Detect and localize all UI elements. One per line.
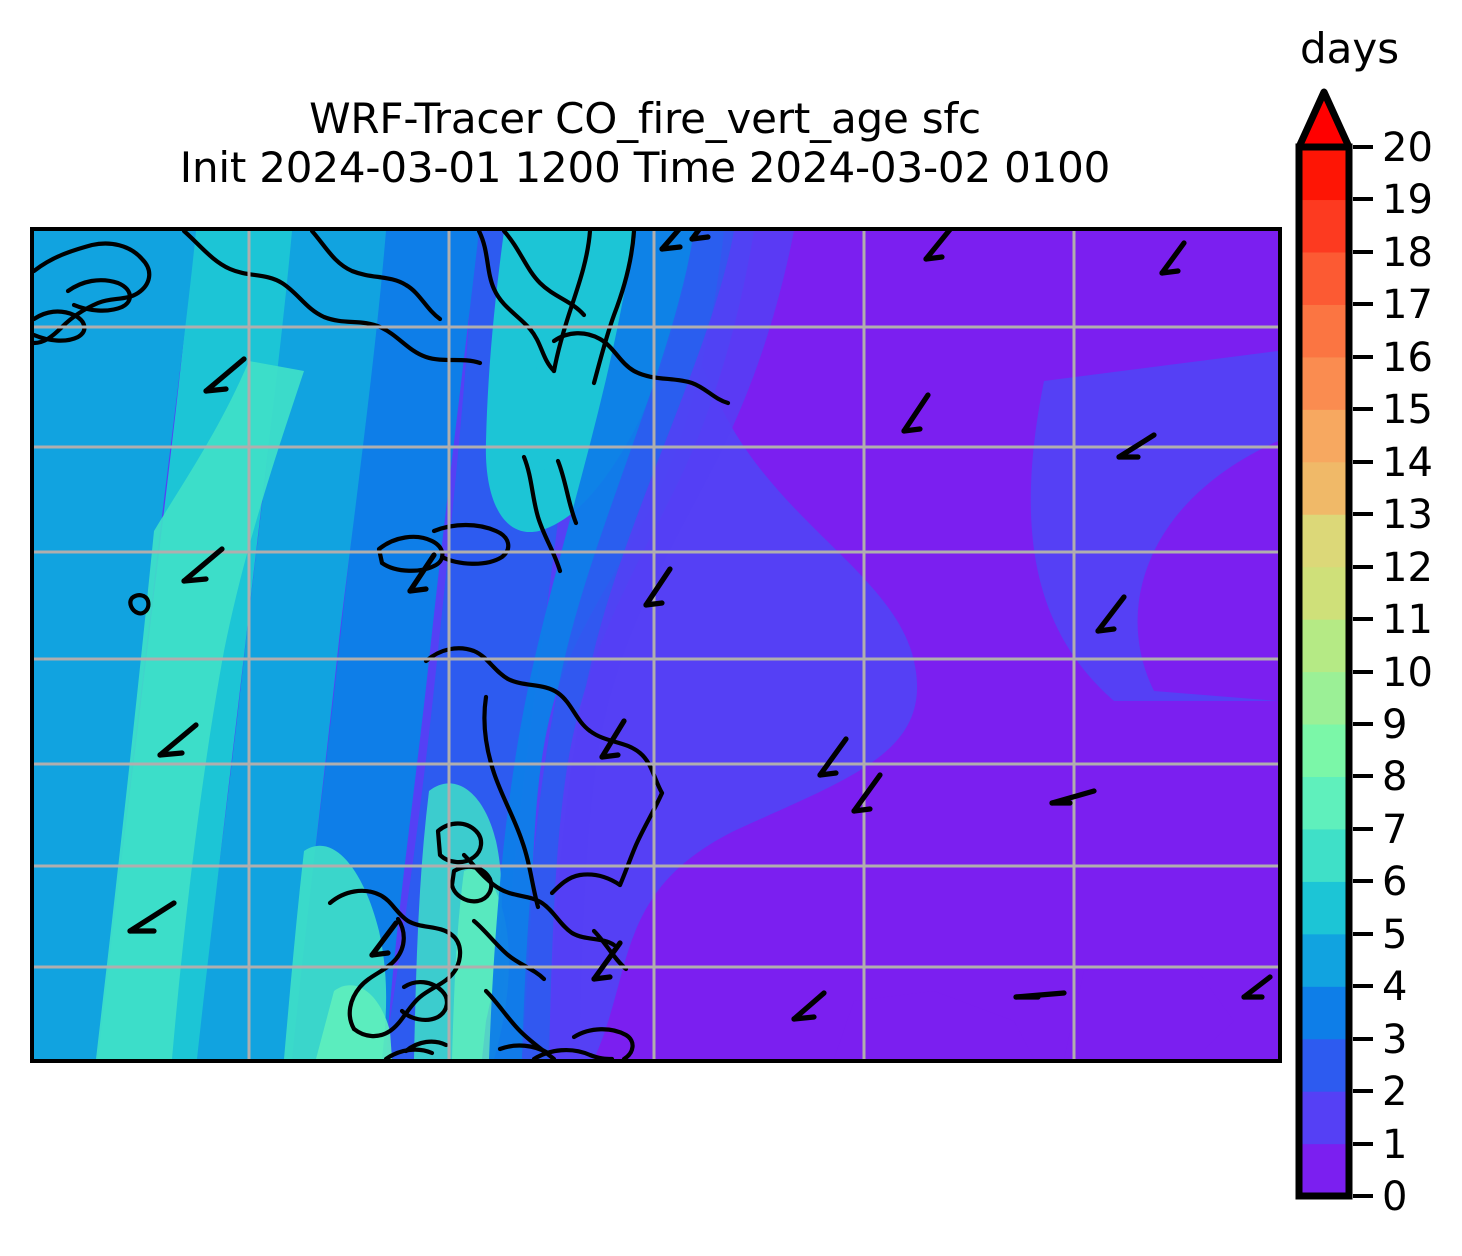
wind-barb: [591, 940, 623, 982]
wind-barb: [817, 736, 849, 778]
wind-barb: [407, 552, 437, 594]
colorbar-tick-mark: [1353, 1141, 1373, 1146]
colorbar-tick-mark: [1353, 249, 1373, 254]
wind-barb: [1095, 594, 1127, 634]
wind-barb: [689, 231, 711, 242]
colorbar-tick-mark: [1353, 1089, 1373, 1094]
colorbar-band: [1299, 199, 1349, 253]
colorbar-band: [1299, 514, 1349, 568]
wind-barb: [203, 356, 247, 394]
colorbar-tick-mark: [1353, 1194, 1373, 1198]
colorbar-band: [1299, 619, 1349, 673]
colorbar-tick-mark: [1353, 459, 1373, 464]
colorbar-band: [1299, 1091, 1349, 1145]
colorbar-tick-mark: [1353, 617, 1373, 622]
colorbar[interactable]: [1295, 88, 1353, 1200]
colorbar-tick-mark: [1353, 512, 1373, 517]
page-subtitle: Init 2024-03-01 1200 Time 2024-03-02 010…: [179, 142, 1111, 192]
wind-barb: [127, 900, 177, 934]
wind-barb: [599, 718, 627, 760]
map-canvas: [34, 231, 1278, 1059]
colorbar-tick-mark: [1353, 1036, 1373, 1041]
colorbar-gradient: [1295, 88, 1353, 1200]
colorbar-tick-mark: [1353, 931, 1373, 936]
colorbar-band: [1299, 251, 1349, 305]
wind-barb: [659, 231, 683, 252]
wind-barb: [851, 772, 883, 814]
colorbar-tick-mark: [1353, 669, 1373, 674]
colorbar-band: [1299, 986, 1349, 1040]
colorbar-tick-mark: [1353, 721, 1373, 726]
colorbar-unit-label: days: [1300, 24, 1400, 73]
wind-barb: [791, 990, 827, 1022]
colorbar-tick-mark: [1353, 564, 1373, 569]
colorbar-band: [1299, 304, 1349, 358]
colorbar-band: [1299, 1143, 1349, 1197]
wind-barb: [923, 231, 953, 262]
colorbar-band: [1299, 933, 1349, 987]
colorbar-tick-mark: [1353, 197, 1373, 202]
colorbar-tick-mark: [1353, 302, 1373, 307]
colorbar-tick-mark: [1353, 774, 1373, 779]
colorbar-tick-mark: [1353, 354, 1373, 359]
colorbar-band: [1299, 356, 1349, 410]
wind-barb: [1159, 240, 1187, 276]
colorbar-band: [1299, 147, 1349, 201]
colorbar-tick-mark: [1353, 145, 1373, 149]
map-field-svg: [34, 231, 1278, 1059]
wind-barb: [1241, 974, 1273, 1000]
colorbar-band: [1299, 828, 1349, 882]
colorbar-tick-mark: [1353, 826, 1373, 831]
wind-barb: [157, 722, 199, 758]
colorbar-band: [1299, 881, 1349, 935]
wind-barb: [901, 392, 931, 434]
colorbar-tick-axis: 20 19 18 17 16 15 14 13 12 11 10 9 8 7 6 5 4 3 2 1 0: [1353, 88, 1462, 1218]
colorbar-extend-arrow: [1295, 88, 1353, 151]
map-plot-area[interactable]: [30, 227, 1282, 1063]
colorbar-band: [1299, 723, 1349, 777]
colorbar-band: [1299, 566, 1349, 620]
lat-lon-gridlines: [34, 231, 1278, 1059]
colorbar-band: [1299, 776, 1349, 830]
wind-barb: [643, 566, 673, 608]
colorbar-band: [1299, 461, 1349, 515]
page-title: WRF-Tracer CO_fire_vert_age sfc: [309, 94, 981, 143]
wind-barb: [369, 920, 399, 958]
contour-fill-layer: [34, 231, 1278, 1059]
wind-barb-layer: [127, 231, 1273, 1022]
colorbar-bands: [1299, 147, 1349, 1197]
coastline-layer: [34, 231, 731, 1059]
wind-barb: [1116, 432, 1157, 460]
chart-title: WRF-Tracer CO_fire_vert_age sfc Init 202…: [0, 94, 1290, 192]
colorbar-band: [1299, 409, 1349, 463]
colorbar-band: [1299, 671, 1349, 725]
wind-barb: [1049, 788, 1097, 806]
colorbar-tick-mark: [1353, 984, 1373, 989]
wind-barb: [181, 546, 225, 584]
colorbar-tick-mark: [1353, 407, 1373, 412]
colorbar-tick-mark: [1353, 879, 1373, 884]
wind-barb: [1013, 990, 1067, 1000]
colorbar-band: [1299, 1038, 1349, 1092]
